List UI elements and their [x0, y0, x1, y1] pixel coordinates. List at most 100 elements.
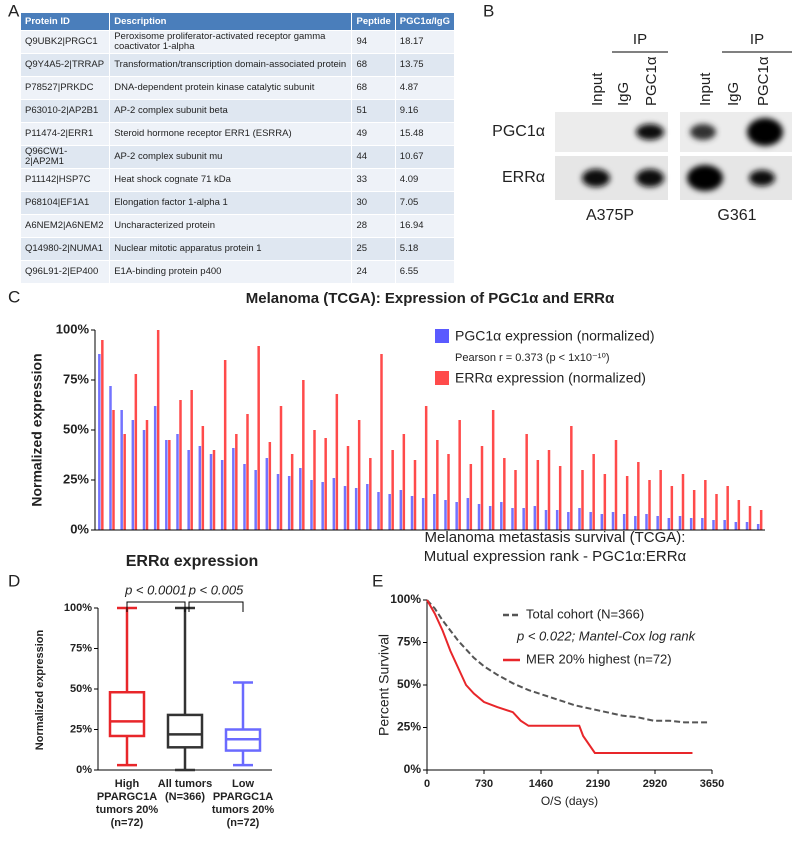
y-tick-label: 75% — [397, 635, 421, 649]
y-tick-label: 0% — [404, 762, 422, 776]
panel-label: E — [372, 571, 383, 590]
bar — [201, 426, 205, 530]
table-cell: 7.05 — [394, 191, 456, 215]
bar — [257, 346, 260, 530]
bar — [592, 454, 595, 530]
bar — [380, 354, 383, 530]
bar — [324, 438, 327, 530]
bar — [656, 516, 659, 530]
bar — [701, 518, 704, 530]
header-cell: Protein ID — [19, 12, 111, 31]
y-tick-label: 75% — [63, 371, 89, 386]
lane-label: Input — [589, 72, 606, 106]
bar — [558, 466, 562, 530]
bar — [500, 502, 503, 530]
blot-band — [582, 169, 610, 187]
x-axis-label: O/S (days) — [541, 794, 598, 808]
x-tick-label: 2920 — [643, 778, 667, 790]
bar — [745, 522, 749, 530]
bar — [466, 498, 470, 530]
bar — [547, 450, 551, 530]
y-tick-label: 100% — [390, 592, 421, 606]
bar — [748, 506, 752, 530]
bar — [511, 508, 514, 530]
bar — [321, 482, 324, 530]
table-cell: 4.09 — [394, 168, 456, 192]
survival-line — [426, 599, 693, 754]
x-tick-label: 730 — [475, 778, 493, 790]
chart-title: Melanoma (TCGA): Expression of PGC1α and… — [246, 290, 615, 307]
bar — [176, 434, 179, 530]
table-cell: 30 — [351, 191, 396, 215]
bar — [536, 460, 540, 530]
bar — [153, 406, 157, 530]
bar — [525, 434, 528, 530]
bar — [648, 480, 651, 530]
table-cell: P11474-2|ERR1 — [19, 122, 111, 146]
bar — [134, 374, 138, 530]
ip-label: IP — [750, 31, 764, 48]
bar — [265, 458, 269, 530]
bar — [109, 386, 112, 530]
table-cell: 68 — [351, 76, 396, 100]
bar — [424, 406, 428, 530]
header-cell: PGC1α/IgG — [394, 12, 456, 31]
panel-label: A — [8, 1, 20, 20]
y-tick-label: 25% — [397, 720, 421, 734]
table-cell: Nuclear mitotic apparatus protein 1 — [109, 237, 353, 261]
bar — [715, 494, 718, 530]
bar — [112, 410, 115, 530]
table-cell: Q14980-2|NUMA1 — [19, 237, 111, 261]
table-cell: Uncharacterized protein — [109, 214, 353, 238]
table-row: Q9UBK2|PRGC1 Peroxisome proliferator-acti… — [19, 30, 456, 54]
bar — [533, 506, 537, 530]
bar — [603, 474, 607, 530]
bar — [614, 440, 618, 530]
box — [108, 690, 146, 738]
bar — [514, 470, 517, 530]
row-label: PGC1α — [492, 123, 545, 140]
bar — [544, 510, 548, 530]
bar — [522, 508, 525, 530]
bar — [625, 476, 629, 530]
table-cell: Peroxisome proliferator-activated recept… — [109, 30, 353, 54]
lane-label: PGC1α — [755, 56, 772, 106]
bar — [156, 330, 160, 530]
bar — [145, 420, 149, 530]
y-tick-label: 0% — [76, 764, 92, 776]
table-row: Q9Y4A5-2|TRRAP Transformation/transcripti… — [19, 53, 456, 77]
bar — [232, 448, 235, 530]
y-tick-label: 25% — [63, 471, 89, 486]
bar — [491, 410, 495, 530]
bar — [692, 490, 696, 530]
bar — [634, 516, 637, 530]
table-cell: 24 — [351, 260, 396, 284]
bar — [131, 420, 135, 530]
bar — [290, 454, 294, 530]
bar — [737, 500, 741, 530]
table-cell: A6NEM2|A6NEM2 — [19, 214, 111, 238]
header-cell: Peptide — [351, 12, 396, 31]
table-cell: 13.75 — [394, 53, 456, 77]
bar — [436, 440, 439, 530]
bar — [723, 520, 726, 530]
panel-label: B — [483, 1, 494, 20]
bar — [488, 506, 492, 530]
y-axis-label: Normalized expression — [34, 630, 46, 751]
bar — [477, 504, 481, 530]
table-cell: AP-2 complex subunit mu — [109, 145, 353, 169]
table-cell: 51 — [351, 99, 396, 123]
x-tick-label: 2190 — [586, 778, 610, 790]
blot-band — [747, 118, 783, 146]
annotation: p < 0.0001 — [124, 582, 187, 597]
bar — [220, 460, 224, 530]
bar — [402, 434, 406, 530]
table-cell: Elongation factor 1-alpha 1 — [109, 191, 353, 215]
bar — [287, 476, 291, 530]
bar — [689, 518, 693, 530]
x-tick-label: 1460 — [529, 778, 553, 790]
blot-band — [636, 169, 664, 187]
lane-label: Input — [697, 72, 714, 106]
